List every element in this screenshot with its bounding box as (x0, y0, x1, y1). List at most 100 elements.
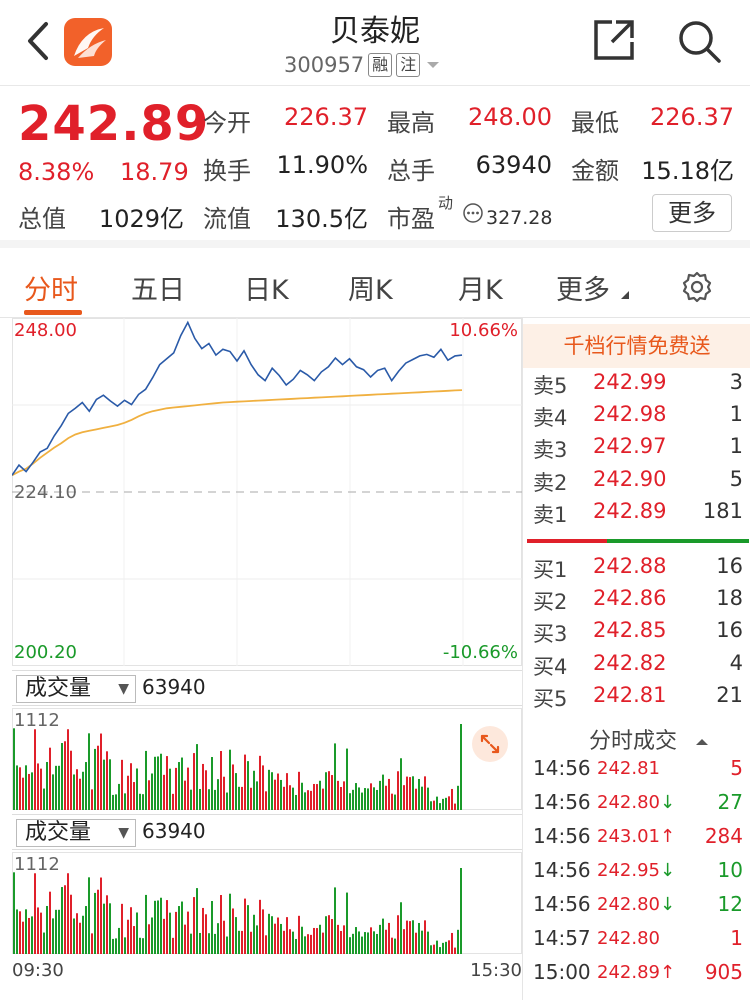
volume-bar (127, 775, 129, 810)
share-icon[interactable] (592, 18, 636, 62)
tab-intraday[interactable]: 分时 (24, 275, 78, 306)
trade-qty: 12 (717, 892, 743, 916)
volume-bar (388, 922, 390, 954)
volume-bar (403, 785, 405, 810)
volume-bar (187, 911, 189, 954)
volume-total-1: 63940 (142, 675, 206, 699)
trade-direction-arrow: ↑ (659, 962, 676, 983)
tab-more[interactable]: 更多 (556, 268, 629, 307)
more-button[interactable]: 更多 (652, 194, 732, 232)
volume-bar (349, 937, 351, 954)
back-arrow-icon[interactable] (22, 18, 58, 64)
volume-bar (196, 888, 198, 954)
tab-weekly-k[interactable]: 周K (348, 275, 393, 306)
volume-bar (415, 932, 417, 954)
volume-bar (79, 922, 81, 954)
volume-bar (355, 927, 357, 954)
volume-bar (37, 763, 39, 810)
trade-price: 242.95↓ (597, 860, 675, 881)
intraday-price-chart[interactable] (12, 318, 522, 666)
volume-bar (307, 790, 309, 810)
volume-chart-1[interactable] (12, 708, 522, 810)
volume-bar (433, 800, 435, 810)
time-sales-title[interactable]: 分时成交 (589, 723, 710, 755)
search-icon[interactable] (676, 18, 722, 64)
bid-row: 买3 242.85 16 (523, 618, 750, 650)
volume-bar (136, 768, 138, 810)
volume-bar (439, 803, 441, 810)
volume-bar (178, 762, 180, 810)
dropdown-triangle-icon[interactable] (424, 59, 442, 71)
upper-pct-label: 10.66% (449, 320, 518, 341)
expand-button[interactable] (472, 726, 508, 762)
settings-gear-icon[interactable] (680, 270, 714, 304)
volume-bar (406, 776, 408, 810)
volume-bar (235, 773, 237, 810)
trade-direction-arrow: ↓ (659, 792, 676, 813)
volume-bar (178, 906, 180, 954)
trade-time: 14:56 (533, 790, 591, 814)
volume-bar (70, 894, 72, 954)
margin-tag: 融 (368, 53, 393, 77)
expand-arrows-icon (480, 734, 500, 754)
volume-bar (217, 923, 219, 954)
volume-bar (376, 789, 378, 810)
volume-bar (265, 935, 267, 954)
volume-bar (52, 918, 54, 954)
volume-bar (184, 780, 186, 810)
volume-bar (394, 938, 396, 954)
trade-price: 242.81 (597, 758, 660, 779)
volume-bar (238, 930, 240, 954)
trade-direction-arrow: ↑ (659, 826, 676, 847)
volume-bar (424, 920, 426, 954)
volume-bar (115, 794, 117, 810)
volume-bar (286, 773, 288, 810)
volume-bar (226, 792, 228, 810)
volume-bar (16, 909, 18, 954)
volume-bar (292, 787, 294, 810)
volume-bar (298, 915, 300, 954)
chart-area[interactable]: 248.00 10.66% 224.10 200.20 -10.66% 成交量 … (12, 318, 522, 982)
volume-bar (391, 937, 393, 954)
trade-qty: 905 (704, 960, 743, 984)
volume-bar (106, 895, 108, 954)
volume-bar (223, 776, 225, 810)
volume-bar (160, 753, 162, 810)
bid-label: 买2 (533, 590, 568, 614)
tab-monthly-k[interactable]: 月K (458, 275, 503, 306)
volume-bar (313, 927, 315, 954)
volume-bar (232, 764, 234, 810)
trade-price: 242.80 (597, 928, 660, 949)
volume-bar (301, 926, 303, 954)
volume-bar (55, 765, 57, 810)
ask-price: 242.99 (593, 370, 667, 394)
tab-daily-k[interactable]: 日K (244, 275, 289, 306)
volume-bar (94, 748, 96, 810)
volume-bar (40, 768, 42, 810)
trade-price: 242.80↓ (597, 792, 675, 813)
volume-bar (112, 938, 114, 954)
indicator-select-1[interactable]: 成交量 ▼ (16, 675, 136, 703)
volume-bar (280, 779, 282, 810)
volume-bar (319, 924, 321, 954)
bid-price: 242.88 (593, 554, 667, 578)
volume-bar (277, 773, 279, 810)
volume-bar (115, 938, 117, 954)
upper-price-label: 248.00 (14, 320, 77, 341)
volume-bar (382, 918, 384, 954)
tab-five-day[interactable]: 五日 (131, 275, 185, 306)
volume-chart-2[interactable] (12, 852, 522, 954)
volume-bar (103, 759, 105, 810)
free-depth-banner[interactable]: 千档行情免费送 (523, 324, 750, 368)
volume-bar (265, 791, 267, 810)
volume-bar (370, 927, 372, 954)
more-dots-icon[interactable] (462, 202, 484, 224)
volume-bar (34, 873, 36, 954)
volume-header-2: 成交量 ▼ 63940 (12, 814, 522, 850)
volume-max-label-1: 1112 (14, 710, 60, 731)
app-logo-icon[interactable] (64, 18, 112, 66)
indicator-select-2[interactable]: 成交量 ▼ (16, 819, 136, 847)
ask-row: 卖3 242.97 1 (523, 434, 750, 466)
volume-bar (211, 757, 213, 810)
volume-bar (460, 868, 462, 954)
